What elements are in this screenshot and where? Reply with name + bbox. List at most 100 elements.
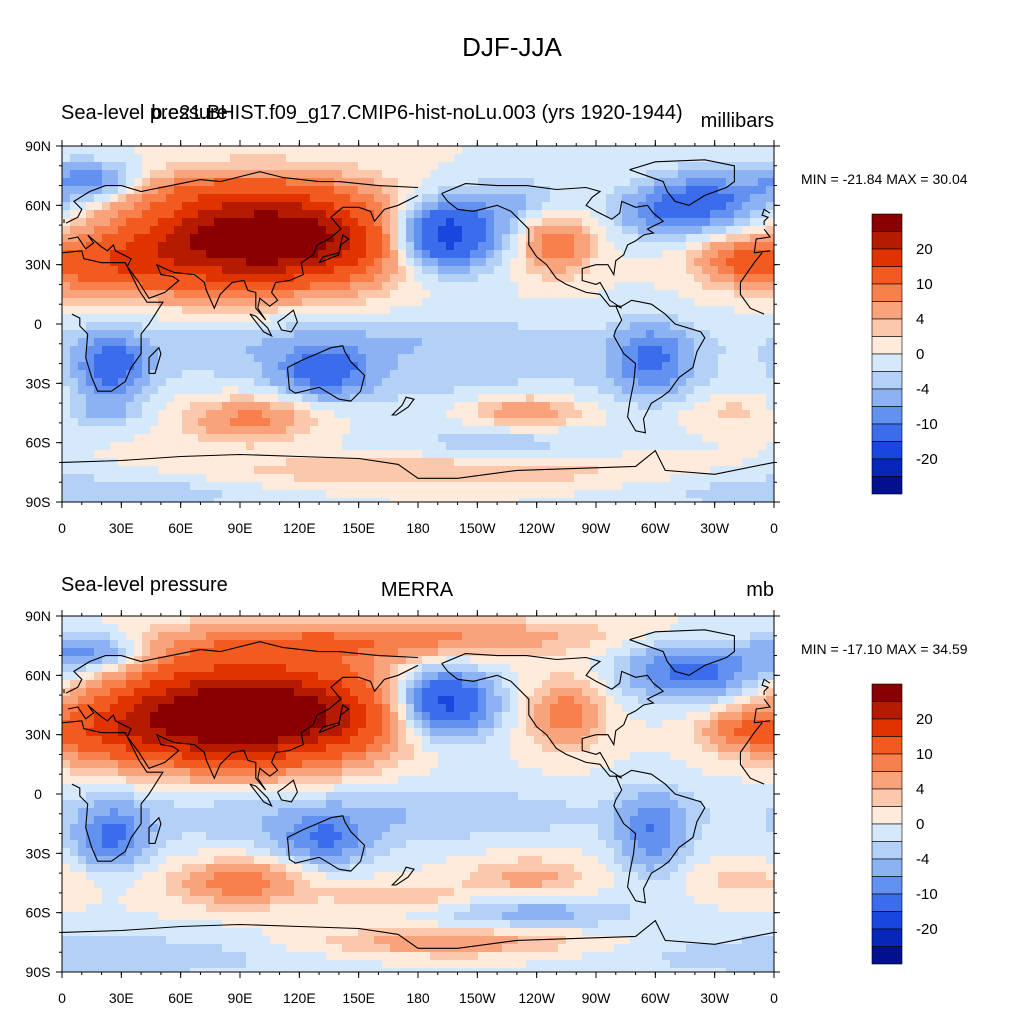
field-cell [446,426,455,435]
field-cell [454,370,463,379]
field-cell [342,394,351,403]
field-cell [686,656,695,665]
field-cell [734,616,743,625]
field-cell [662,250,671,259]
field-cell [470,386,479,395]
field-cell [670,664,679,673]
field-cell [390,648,399,657]
field-cell [62,258,71,267]
field-cell [374,474,383,483]
field-cell [766,306,775,315]
field-cell [238,442,247,451]
field-cell [462,378,471,387]
field-cell [158,242,167,251]
field-cell [86,402,95,411]
field-cell [734,266,743,275]
field-cell [166,298,175,307]
field-cell [414,314,423,323]
field-cell [622,648,631,657]
field-cell [174,410,183,419]
field-cell [422,386,431,395]
field-cell [742,314,751,323]
field-cell [478,346,487,355]
field-cell [758,664,767,673]
field-cell [694,394,703,403]
field-cell [430,186,439,195]
field-cell [750,624,759,633]
field-cell [374,498,383,503]
field-cell [142,154,151,163]
field-cell [574,402,583,411]
field-cell [574,378,583,387]
field-cell [174,402,183,411]
field-cell [278,378,287,387]
field-cell [94,418,103,427]
field-cell [550,410,559,419]
field-cell [566,194,575,203]
field-cell [462,162,471,171]
field-cell [750,370,759,379]
field-cell [198,146,207,155]
field-cell [414,624,423,633]
field-cell [542,640,551,649]
field-cell [422,210,431,219]
field-cell [102,170,111,179]
field-cell [254,410,263,419]
field-cell [318,218,327,227]
field-cell [510,386,519,395]
field-cell [526,632,535,641]
field-cell [334,346,343,355]
field-cell [382,624,391,633]
lon-label: 90E [228,520,253,536]
field-cell [166,338,175,347]
field-cell [318,202,327,211]
field-cell [86,346,95,355]
field-cell [398,370,407,379]
field-cell [686,386,695,395]
field-cell [742,330,751,339]
field-cell [198,354,207,363]
field-cell [334,458,343,467]
field-cell [502,378,511,387]
field-cell [678,154,687,163]
field-cell [110,450,119,459]
field-cell [286,210,295,219]
field-cell [222,362,231,371]
field-cell [262,402,271,411]
field-cell [430,616,439,625]
field-cell [526,282,535,291]
field-cell [574,290,583,299]
field-cell [438,418,447,427]
field-cell [278,170,287,179]
field-cell [230,258,239,267]
field-cell [294,394,303,403]
field-cell [478,434,487,443]
field-cell [206,394,215,403]
field-cell [518,346,527,355]
field-cell [678,162,687,171]
field-cell [574,234,583,243]
field-cell [406,426,415,435]
field-cell [478,648,487,657]
field-cell [382,170,391,179]
field-cell [526,298,535,307]
field-cell [294,194,303,203]
field-cell [62,362,71,371]
field-cell [438,362,447,371]
field-cell [542,370,551,379]
field-cell [630,266,639,275]
field-cell [470,338,479,347]
field-cell [246,234,255,243]
field-cell [686,306,695,315]
field-cell [254,672,263,681]
field-cell [102,656,111,665]
field-cell [414,498,423,503]
field-cell [614,410,623,419]
field-cell [502,202,511,211]
field-cell [318,474,327,483]
field-cell [366,170,375,179]
field-cell [326,426,335,435]
field-cell [390,450,399,459]
field-cell [486,338,495,347]
field-cell [318,426,327,435]
